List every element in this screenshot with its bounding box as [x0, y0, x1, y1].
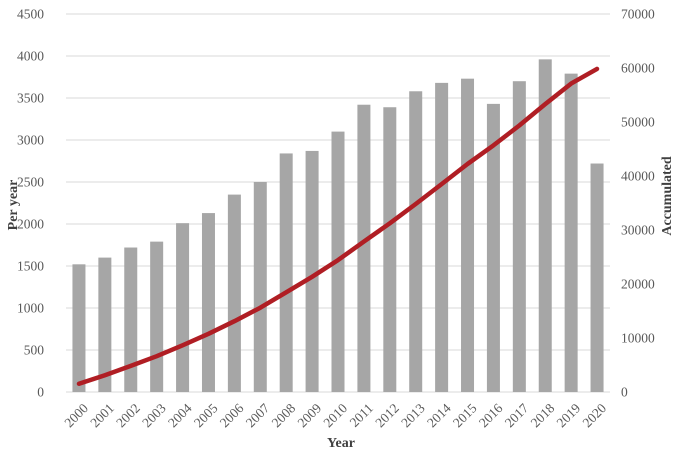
y-tick-label-left: 0	[37, 385, 44, 400]
bar-2003	[150, 241, 164, 392]
x-tick-label: 2011	[347, 401, 376, 430]
bar-2017	[512, 81, 526, 392]
x-tick-label: 2016	[476, 400, 506, 430]
bar-2008	[279, 153, 293, 392]
y-tick-label-left: 1000	[17, 301, 44, 316]
y-tick-label-left: 4000	[17, 49, 44, 64]
x-tick-label: 2004	[165, 400, 195, 430]
bar-2018	[538, 59, 552, 393]
bar-2006	[227, 194, 241, 392]
y-tick-label-right: 0	[621, 385, 628, 400]
x-tick-label: 2007	[243, 400, 273, 430]
y-tick-label-left: 2000	[17, 217, 44, 232]
y-tick-label-right: 70000	[621, 7, 655, 22]
x-tick-label: 2014	[424, 400, 454, 430]
bar-2012	[383, 107, 397, 393]
y-tick-label-left: 3500	[17, 91, 44, 106]
bar-2004	[176, 223, 190, 392]
y-tick-label-left: 4500	[17, 7, 44, 22]
x-tick-label: 2008	[269, 400, 299, 430]
x-axis-title: Year	[327, 436, 355, 451]
bar-2009	[305, 150, 319, 392]
x-tick-label: 2006	[217, 400, 247, 430]
y-tick-label-left: 500	[24, 343, 45, 358]
x-tick-label: 2013	[398, 400, 428, 430]
y-tick-label-right: 60000	[621, 61, 655, 76]
x-tick-label: 2000	[61, 400, 91, 430]
y-tick-label-right: 30000	[621, 223, 655, 238]
x-tick-label: 2001	[87, 401, 117, 431]
bar-2002	[124, 247, 138, 392]
x-tick-label: 2002	[113, 401, 143, 431]
left-axis-title: Per year	[6, 179, 21, 231]
x-tick-label: 2017	[502, 400, 532, 430]
bar-2020	[590, 163, 604, 392]
y-tick-label-left: 3000	[17, 133, 44, 148]
bar-2014	[435, 82, 449, 392]
x-tick-label: 2003	[139, 400, 169, 430]
x-tick-label: 2019	[554, 400, 584, 430]
x-tick-label: 2012	[372, 401, 402, 431]
y-tick-label-right: 40000	[621, 169, 655, 184]
y-tick-label-right: 50000	[621, 115, 655, 130]
bar-2011	[357, 104, 371, 392]
y-tick-label-left: 2500	[17, 175, 44, 190]
right-axis-title: Accumulated	[660, 156, 675, 236]
y-tick-label-right: 10000	[621, 331, 655, 346]
bar-2007	[253, 182, 267, 392]
bar-2019	[564, 73, 578, 392]
accumulated-line	[76, 66, 600, 387]
x-tick-label: 2005	[191, 400, 221, 430]
y-tick-label-right: 20000	[621, 277, 655, 292]
bar-2015	[461, 78, 475, 393]
y-tick-label-left: 1500	[17, 259, 44, 274]
x-tick-label: 2018	[528, 400, 558, 430]
bar-2005	[201, 213, 215, 392]
x-tick-label: 2015	[450, 400, 480, 430]
bar-2001	[98, 257, 112, 392]
x-tick-label: 2010	[320, 400, 350, 430]
x-tick-label: 2020	[579, 400, 609, 430]
bar-2013	[409, 91, 423, 392]
bar-2000	[72, 264, 86, 392]
x-tick-label: 2009	[295, 400, 325, 430]
bar-2016	[486, 103, 500, 392]
